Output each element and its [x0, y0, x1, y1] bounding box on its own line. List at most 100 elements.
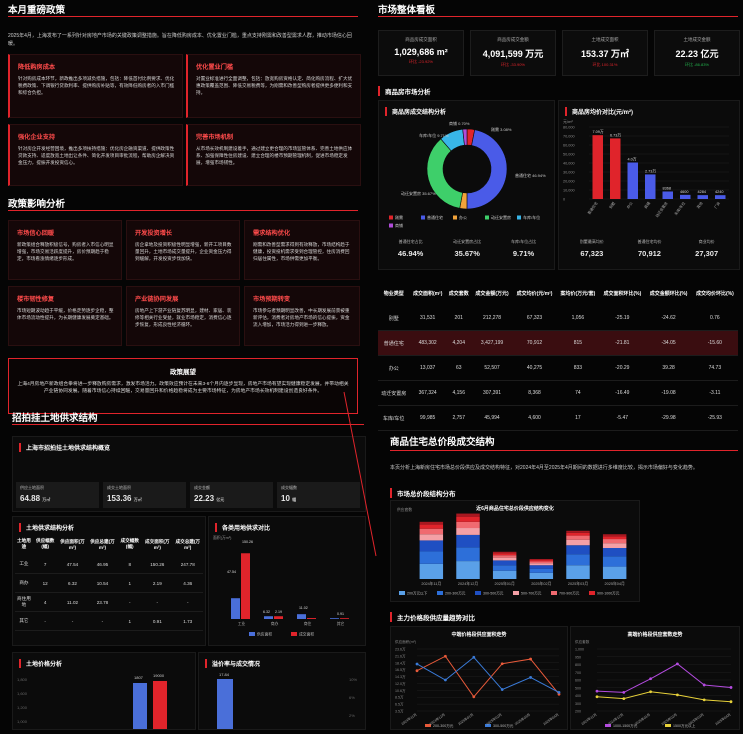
- y-tick: 8.5万: [395, 696, 404, 700]
- table-cell: 247.78: [172, 555, 203, 574]
- policy-card-desc: 针对房企开发经营困境，推出多项扶持措施：优化房企融资渠道、提供政策性贷款支持、适…: [18, 146, 175, 165]
- legend-swatch: [453, 215, 457, 220]
- stat-value: 67,323: [580, 249, 604, 258]
- stack-chart-title: 近6月商品住宅总价段供应结构变化: [476, 505, 554, 512]
- table-cell: 47.54: [57, 555, 88, 574]
- y-tick: 950: [575, 655, 581, 659]
- legend-swatch: [551, 591, 557, 595]
- land-kpi: 成交金额 22.23 亿元: [190, 482, 273, 508]
- x-tick: 2025年03月: [687, 712, 705, 726]
- table-cell: 8: [117, 555, 143, 574]
- table-cell: 4,204: [445, 330, 472, 356]
- policy-card-title: 完善市场机制: [196, 134, 234, 141]
- series-line: [416, 656, 560, 693]
- legend-swatch: [513, 591, 519, 595]
- policy-card-mechanism: 完善市场机制 从市场长效机制建设着手，通过建立更合理的市场监管体系、完善土地供应…: [186, 124, 361, 186]
- table-row: 别墅 31,531 201 212,278 67,323 1,056 -25.19 -24.6…: [378, 306, 738, 331]
- y-tick: 60,000: [563, 144, 575, 148]
- impact-card: 需求结构优化 刚需和改善型需求得到有效释放，市场结构趋于健康，投资投机需求受到合理…: [244, 220, 360, 280]
- x-tick: 商办: [271, 621, 279, 626]
- table-cell: -25.19: [599, 306, 646, 331]
- table-cell: 车库/车位: [378, 405, 410, 431]
- impact-card-desc: 刚需和改善型需求得到有效释放，市场结构趋于健康，投资投机需求受到合理管控，住房消…: [253, 242, 350, 261]
- market-col-header: 成交面积(m²): [412, 290, 443, 297]
- series-point: [595, 689, 599, 693]
- land-overview-title: 上海市招拍挂土地供求结构概览: [19, 443, 365, 452]
- table-cell: 1: [117, 611, 143, 631]
- x-tick: 2025年01月: [495, 581, 515, 586]
- table-cell: -: [87, 611, 118, 631]
- series-point: [676, 662, 679, 666]
- table-cell: 39.28: [645, 355, 692, 381]
- market-col-header: 成交均价(元/m²): [516, 290, 553, 297]
- stack-segment: [456, 513, 480, 517]
- trend-title: 主力价格段供应量趋势对比: [390, 612, 475, 622]
- y-tick: 23.6万: [395, 648, 406, 652]
- y-tick: 400: [575, 694, 581, 698]
- series-point: [529, 676, 532, 679]
- commodity-title: 商品房市场分析: [378, 86, 431, 96]
- series-point: [472, 655, 476, 659]
- table-cell: 工业: [15, 555, 33, 574]
- stack-segment: [419, 563, 444, 579]
- legend-label: 成交面积: [299, 632, 314, 637]
- table-cell: 367,324: [409, 380, 446, 406]
- stack-segment: [529, 559, 554, 561]
- table-cell: 63: [445, 355, 472, 381]
- table-cell: -5.47: [599, 405, 646, 431]
- table-cell: -29.98: [645, 405, 692, 431]
- kpi-card: 土地成交面积 153.37 万㎡ 环比 100.31%: [562, 30, 648, 76]
- kpi-label: 商品房成交金额: [497, 37, 529, 42]
- table-cell: 150.26: [142, 555, 173, 574]
- stack-segment: [566, 565, 590, 579]
- legend-label: 动迁安置房: [491, 214, 511, 220]
- outlook-box: 政策展望 上海4月房地产新政组合拳将进一步释放购房需求，激发市场活力。政策效应预…: [8, 358, 358, 414]
- table-cell: 74: [556, 380, 600, 406]
- premium-bar: [217, 679, 233, 729]
- price-bar-label: 19000: [153, 673, 165, 678]
- price-stat: 商业均价 27,307: [695, 239, 718, 258]
- series-point: [729, 686, 733, 689]
- stack-segment: [419, 540, 444, 552]
- stack-segment: [419, 534, 444, 541]
- x-tick: 普通住宅: [586, 200, 599, 215]
- table-cell: 3,427,199: [471, 330, 513, 356]
- y-tick: 300: [575, 702, 581, 706]
- series-line: [596, 691, 732, 703]
- table-cell: 4.36: [172, 573, 203, 593]
- price-bar: [610, 138, 621, 199]
- table-cell: 13,037: [409, 355, 446, 381]
- x-tick: 其它: [337, 621, 345, 626]
- kpi-label: 商品房成交面积: [405, 37, 437, 42]
- impact-divider: [8, 210, 358, 211]
- table-cell: -16.49: [599, 380, 646, 406]
- land-kpi-value: 64.88: [20, 494, 41, 503]
- land-kpi-unit: 幅: [292, 497, 297, 502]
- donut-slice: [426, 138, 463, 209]
- table-cell: 11.02: [57, 592, 88, 612]
- land-kpi-value: 10: [281, 494, 290, 503]
- stack-segment: [529, 568, 554, 573]
- y-tick: 10,000: [563, 189, 575, 193]
- kpi-value: 22.23 亿元: [675, 49, 719, 59]
- series-point: [622, 697, 626, 700]
- stack-segment: [419, 551, 444, 564]
- impact-card-title: 市场预期转变: [253, 296, 291, 303]
- series-point: [622, 691, 626, 694]
- impact-card-desc: 房企拿地及投资积极性明显增强，新开工项目数量回升，土地市场成交量提升，企业资金压…: [135, 242, 232, 261]
- stack-segment: [456, 534, 480, 548]
- table-row: 普通住宅 483,302 4,204 3,427,199 70,912 815 -21.81…: [378, 330, 738, 356]
- impact-title: 政策影响分析: [8, 199, 66, 210]
- table-cell: -34.05: [645, 330, 692, 356]
- x-tick: 工业: [238, 621, 246, 626]
- table-cell: 1,056: [556, 306, 600, 331]
- table-cell: 6.32: [57, 573, 88, 593]
- y-tick: 1,000: [575, 648, 584, 652]
- bar-value: 6.32: [263, 610, 270, 614]
- policy-card-desc: 针对购房成本环节，新政推出多项减负措施，包括：降低首付比例要求、优化税费政策、下…: [18, 76, 175, 95]
- y-tick: 200: [575, 710, 581, 714]
- price-bar-b: [153, 681, 167, 729]
- x-tick: 2024年11月: [580, 712, 597, 726]
- table-cell: -: [32, 611, 58, 631]
